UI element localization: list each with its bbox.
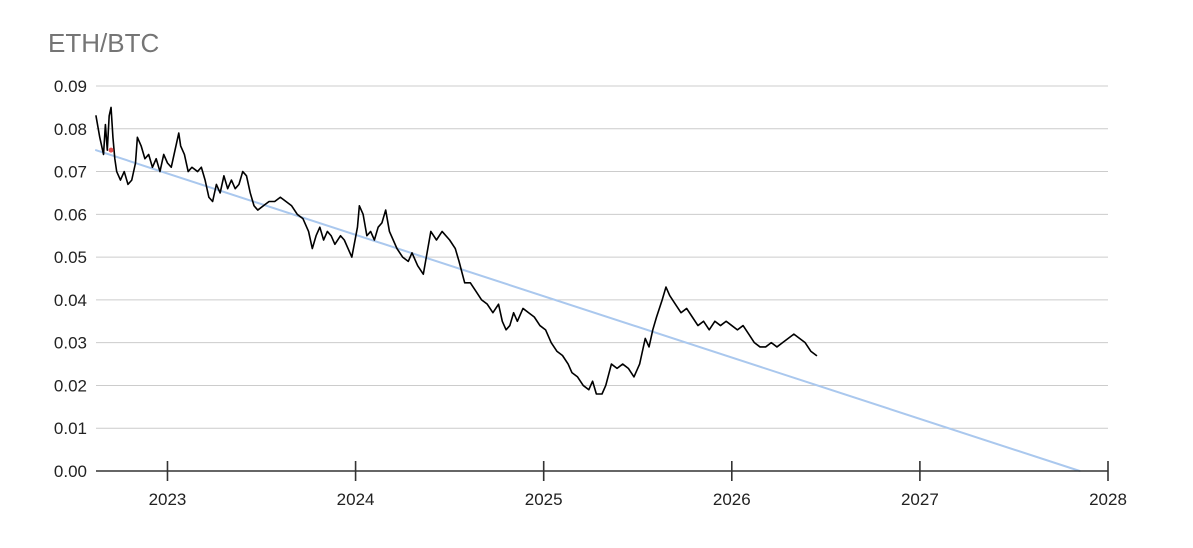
x-tick-label: 2027 bbox=[901, 490, 939, 509]
x-tick-label: 2026 bbox=[713, 490, 751, 509]
y-tick-label: 0.00 bbox=[54, 462, 87, 481]
y-tick-label: 0.01 bbox=[54, 419, 87, 438]
x-axis: 2023 2024 2025 2026 2027 2028 bbox=[96, 461, 1127, 509]
chart-title: ETH/BTC bbox=[48, 28, 159, 58]
marker-layer bbox=[108, 147, 114, 153]
y-tick-label: 0.06 bbox=[54, 205, 87, 224]
x-tick-label: 2023 bbox=[149, 490, 187, 509]
y-tick-label: 0.07 bbox=[54, 163, 87, 182]
x-tick-label: 2025 bbox=[525, 490, 563, 509]
y-tick-label: 0.04 bbox=[54, 291, 87, 310]
trend-line-layer bbox=[95, 149, 1081, 472]
y-axis-labels: 0.00 0.01 0.02 0.03 0.04 0.05 0.06 0.07 0.08 0.09 bbox=[54, 77, 87, 481]
y-tick-label: 0.03 bbox=[54, 334, 87, 353]
highlight-marker bbox=[108, 147, 114, 153]
price-line-layer bbox=[95, 106, 818, 395]
gridlines bbox=[96, 85, 1108, 429]
y-tick-label: 0.09 bbox=[54, 77, 87, 96]
price-line bbox=[95, 106, 818, 395]
x-tick-label: 2024 bbox=[337, 490, 375, 509]
y-tick-label: 0.05 bbox=[54, 248, 87, 267]
trend-line bbox=[95, 149, 1081, 472]
x-tick-label: 2028 bbox=[1089, 490, 1127, 509]
y-tick-label: 0.02 bbox=[54, 376, 87, 395]
y-tick-label: 0.08 bbox=[54, 120, 87, 139]
